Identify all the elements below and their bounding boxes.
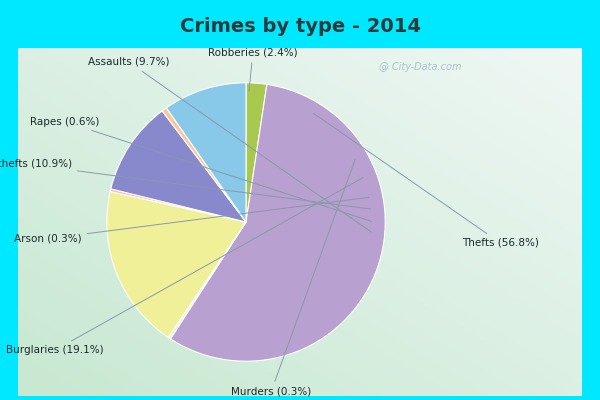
Wedge shape: [111, 111, 246, 222]
Wedge shape: [246, 83, 267, 222]
Text: @ City-Data.com: @ City-Data.com: [379, 62, 462, 72]
Wedge shape: [110, 189, 246, 222]
Wedge shape: [107, 192, 246, 338]
Text: Assaults (9.7%): Assaults (9.7%): [88, 57, 371, 232]
Text: Burglaries (19.1%): Burglaries (19.1%): [7, 178, 363, 355]
Text: Arson (0.3%): Arson (0.3%): [14, 197, 369, 244]
Text: Robberies (2.4%): Robberies (2.4%): [208, 47, 298, 91]
Wedge shape: [162, 108, 246, 222]
Text: Crimes by type - 2014: Crimes by type - 2014: [179, 16, 421, 36]
Wedge shape: [168, 222, 246, 339]
Wedge shape: [170, 84, 385, 361]
Text: Murders (0.3%): Murders (0.3%): [231, 159, 355, 397]
Text: Rapes (0.6%): Rapes (0.6%): [31, 117, 371, 221]
Text: Thefts (56.8%): Thefts (56.8%): [314, 114, 539, 248]
Wedge shape: [166, 83, 246, 222]
Text: Auto thefts (10.9%): Auto thefts (10.9%): [0, 158, 371, 209]
